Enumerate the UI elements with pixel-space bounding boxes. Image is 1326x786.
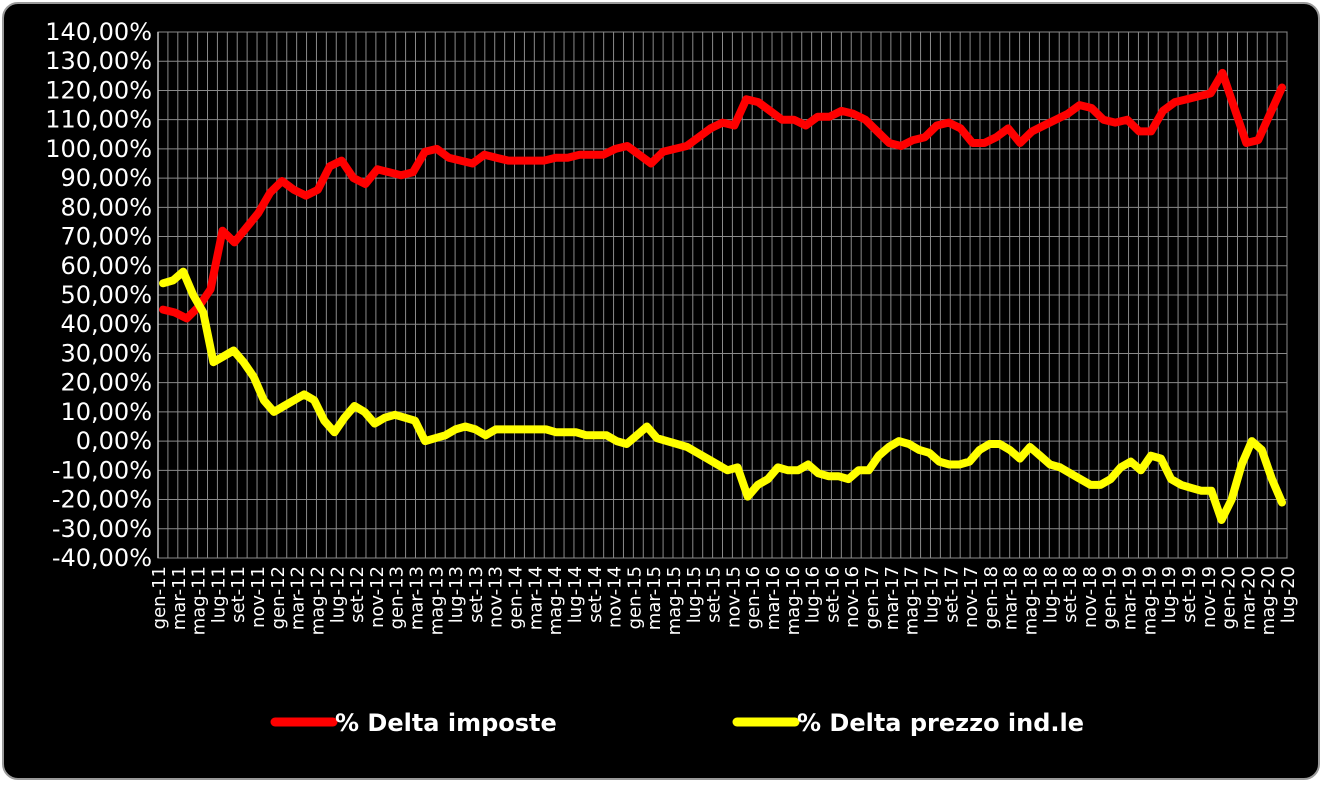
x-tick-label: lug-13	[446, 566, 467, 623]
x-tick-label: gen-11	[149, 566, 170, 629]
x-tick-label: set-11	[228, 566, 249, 623]
x-tick-label: nov-13	[486, 566, 507, 628]
x-tick-label: lug-19	[1159, 566, 1180, 623]
x-tick-label: set-14	[585, 566, 606, 623]
x-tick-label: nov-12	[367, 566, 388, 628]
y-tick-label: 120,00%	[45, 76, 152, 104]
series-line-0	[159, 68, 1286, 323]
x-tick-label: mag-17	[902, 566, 923, 635]
x-tick-label: mar-17	[882, 566, 903, 630]
y-tick-label: 20,00%	[60, 369, 152, 397]
x-tick-label: mar-16	[763, 566, 784, 630]
y-axis: 140,00%130,00%120,00%110,00%100,00%90,00…	[45, 18, 159, 572]
y-tick-label: -20,00%	[52, 486, 152, 514]
x-tick-label: set-15	[704, 566, 725, 623]
series-line-1	[159, 267, 1286, 524]
y-tick-label: 100,00%	[45, 135, 152, 163]
x-tick-label: lug-18	[1040, 566, 1061, 623]
x-tick-label: lug-12	[327, 566, 348, 623]
x-tick-label: mar-18	[1001, 566, 1022, 630]
x-tick-label: mar-11	[169, 566, 190, 630]
x-tick-label: mar-19	[1120, 566, 1141, 630]
x-tick-label: nov-19	[1199, 566, 1220, 628]
x-tick-label: mar-15	[644, 566, 665, 630]
y-tick-label: 50,00%	[60, 281, 152, 309]
y-tick-label: 40,00%	[60, 310, 152, 338]
x-tick-label: mag-18	[1021, 566, 1042, 635]
series-lines	[159, 68, 1286, 524]
x-axis: gen-11mar-11mag-11lug-11set-11nov-11gen-…	[149, 566, 1299, 635]
x-tick-label: nov-15	[723, 566, 744, 628]
x-tick-label: set-12	[347, 566, 368, 623]
x-tick-label: mag-14	[545, 566, 566, 635]
y-tick-label: 60,00%	[60, 252, 152, 280]
x-tick-label: lug-17	[921, 566, 942, 623]
y-tick-label: 130,00%	[45, 47, 152, 75]
y-tick-label: 30,00%	[60, 339, 152, 367]
x-tick-label: nov-11	[248, 566, 269, 628]
y-tick-label: 110,00%	[45, 106, 152, 134]
x-tick-label: gen-13	[387, 566, 408, 629]
x-tick-label: gen-14	[506, 566, 527, 629]
x-tick-label: mar-12	[288, 566, 309, 630]
x-tick-label: gen-12	[268, 566, 289, 629]
x-tick-label: mag-20	[1258, 566, 1279, 635]
x-tick-label: nov-16	[842, 566, 863, 628]
y-tick-label: 10,00%	[60, 398, 152, 426]
x-tick-label: set-16	[822, 566, 843, 623]
x-tick-label: lug-16	[803, 566, 824, 623]
x-tick-label: mag-12	[307, 566, 328, 635]
y-tick-label: 70,00%	[60, 223, 152, 251]
x-tick-label: lug-15	[684, 566, 705, 623]
x-tick-label: gen-20	[1219, 566, 1240, 629]
x-tick-label: nov-17	[961, 566, 982, 628]
legend-label-1: % Delta prezzo ind.le	[797, 709, 1084, 737]
x-tick-label: mar-20	[1238, 566, 1259, 630]
x-tick-label: gen-19	[1100, 566, 1121, 629]
x-tick-label: mag-11	[189, 566, 210, 635]
x-tick-label: set-18	[1060, 566, 1081, 623]
legend: % Delta imposte % Delta prezzo ind.le	[270, 709, 1084, 737]
grid-lines	[157, 31, 1288, 559]
legend-label-0: % Delta imposte	[335, 709, 557, 737]
x-tick-label: mag-15	[664, 566, 685, 635]
y-tick-label: 90,00%	[60, 164, 152, 192]
y-tick-label: -40,00%	[52, 544, 152, 572]
x-tick-label: mag-19	[1139, 566, 1160, 635]
x-tick-label: nov-18	[1080, 566, 1101, 628]
y-tick-label: 80,00%	[60, 193, 152, 221]
x-tick-label: mar-13	[406, 566, 427, 630]
y-tick-label: 140,00%	[45, 18, 152, 46]
y-tick-label: -30,00%	[52, 515, 152, 543]
x-tick-label: gen-17	[862, 566, 883, 629]
x-tick-label: set-13	[466, 566, 487, 623]
x-tick-label: gen-16	[743, 566, 764, 629]
x-tick-label: mag-16	[783, 566, 804, 635]
x-tick-label: mag-13	[426, 566, 447, 635]
x-tick-label: gen-15	[624, 566, 645, 629]
x-tick-label: gen-18	[981, 566, 1002, 629]
x-tick-label: set-17	[941, 566, 962, 623]
x-tick-label: lug-20	[1278, 566, 1299, 623]
x-tick-label: set-19	[1179, 566, 1200, 623]
x-tick-label: lug-14	[565, 566, 586, 623]
x-tick-label: nov-14	[605, 566, 626, 628]
y-tick-label: 0,00%	[76, 427, 152, 455]
y-tick-label: -10,00%	[52, 456, 152, 484]
x-tick-label: mar-14	[525, 566, 546, 630]
x-tick-label: lug-11	[208, 566, 229, 623]
